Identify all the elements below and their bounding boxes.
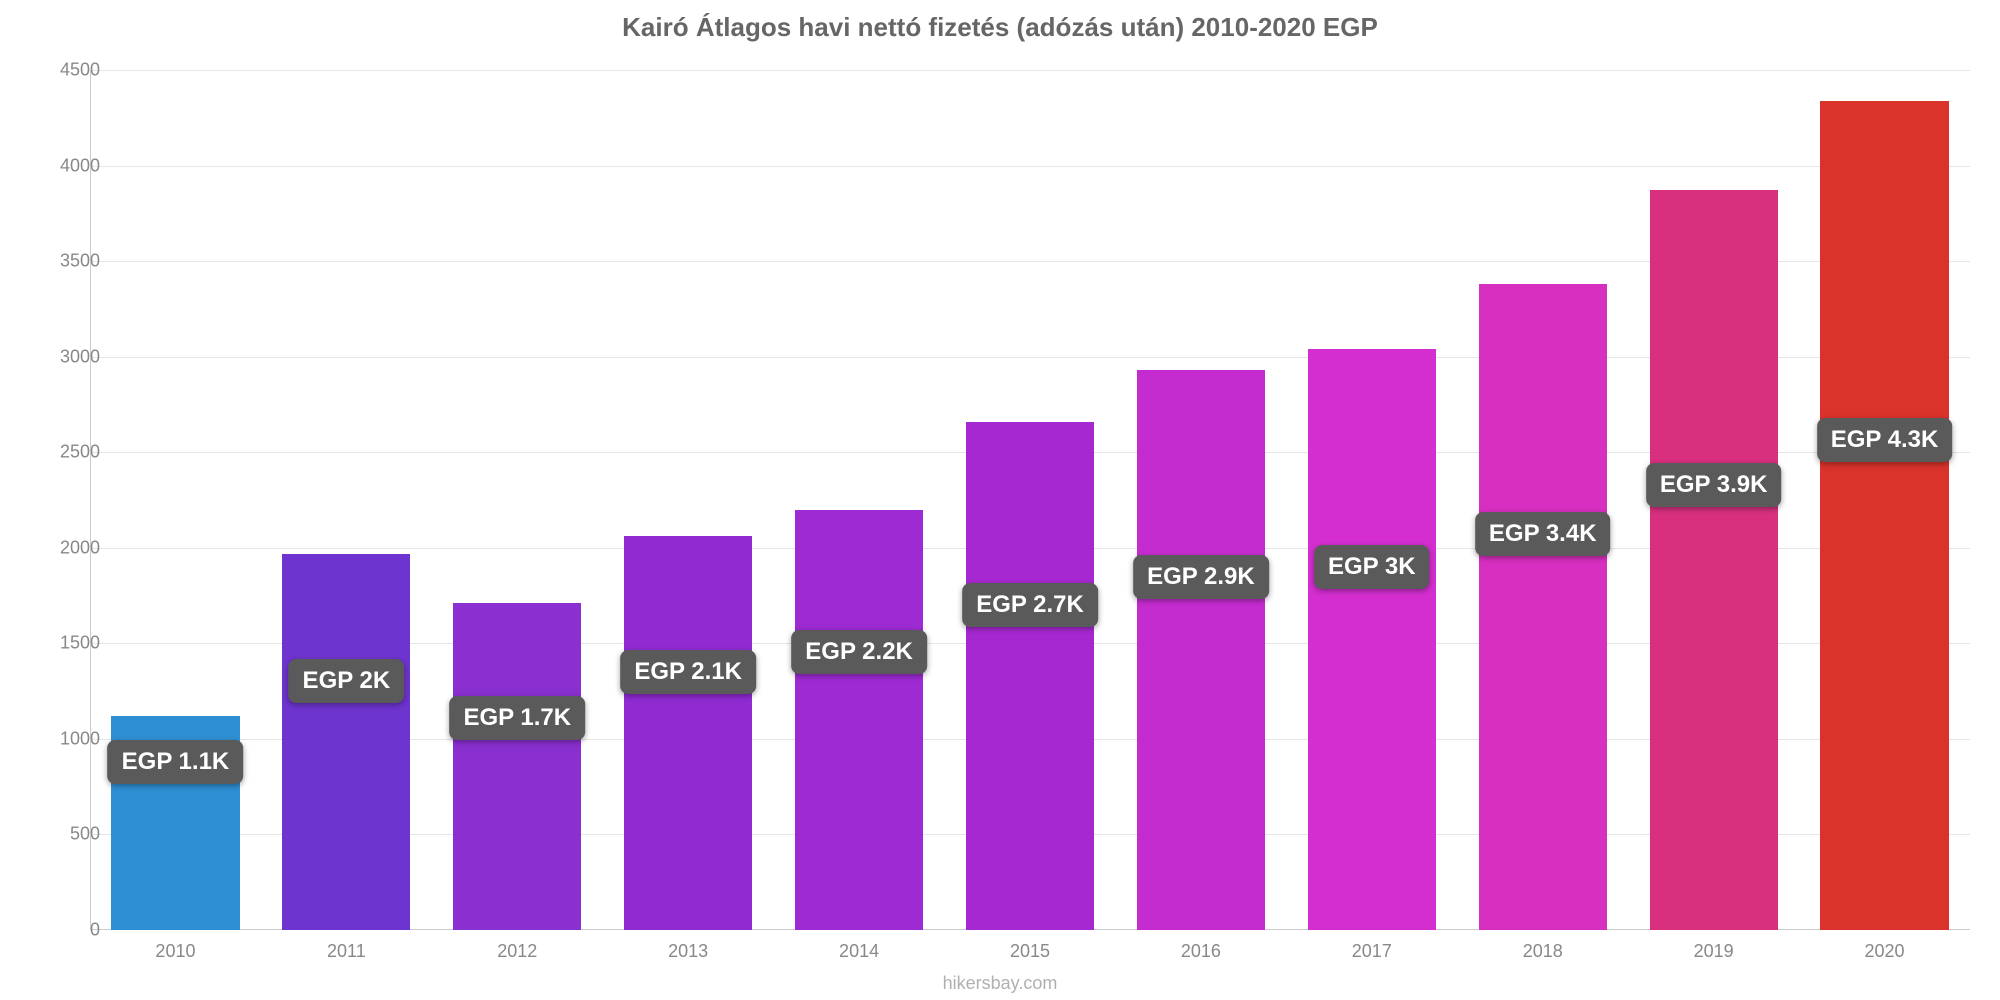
data-label: EGP 2.1K xyxy=(620,650,756,694)
y-tick-label: 0 xyxy=(20,920,100,941)
bar xyxy=(1479,284,1607,930)
x-tick-label: 2014 xyxy=(839,941,879,962)
x-tick-label: 2020 xyxy=(1865,941,1905,962)
data-label: EGP 1.7K xyxy=(449,696,585,740)
y-tick-label: 500 xyxy=(20,824,100,845)
y-tick-label: 4000 xyxy=(20,155,100,176)
bar xyxy=(795,510,923,930)
x-tick-label: 2011 xyxy=(327,941,366,962)
bar xyxy=(966,422,1094,930)
data-label: EGP 2.2K xyxy=(791,630,927,674)
x-tick-label: 2018 xyxy=(1523,941,1563,962)
x-tick-label: 2015 xyxy=(1010,941,1050,962)
x-tick-label: 2017 xyxy=(1352,941,1392,962)
data-label: EGP 3.4K xyxy=(1475,512,1611,556)
bar xyxy=(624,536,752,930)
data-label: EGP 3K xyxy=(1314,545,1430,589)
bar xyxy=(453,603,581,930)
salary-bar-chart: Kairó Átlagos havi nettó fizetés (adózás… xyxy=(0,0,2000,1000)
y-tick-label: 4500 xyxy=(20,60,100,81)
data-label: EGP 4.3K xyxy=(1817,418,1953,462)
x-tick-label: 2019 xyxy=(1694,941,1734,962)
bar xyxy=(1308,349,1436,930)
bar xyxy=(1820,101,1948,930)
data-label: EGP 1.1K xyxy=(108,740,244,784)
y-tick-label: 1000 xyxy=(20,728,100,749)
x-tick-label: 2013 xyxy=(668,941,708,962)
source-text: hikersbay.com xyxy=(0,973,2000,994)
y-tick-label: 1500 xyxy=(20,633,100,654)
data-label: EGP 2.9K xyxy=(1133,555,1269,599)
y-tick-label: 2000 xyxy=(20,537,100,558)
bar xyxy=(282,554,410,930)
data-label: EGP 2.7K xyxy=(962,583,1098,627)
y-tick-label: 3500 xyxy=(20,251,100,272)
data-label: EGP 3.9K xyxy=(1646,463,1782,507)
bar xyxy=(1137,370,1265,930)
chart-title: Kairó Átlagos havi nettó fizetés (adózás… xyxy=(0,12,2000,43)
y-axis-line xyxy=(90,70,91,930)
y-tick-label: 3000 xyxy=(20,346,100,367)
grid-line xyxy=(90,166,1970,167)
grid-line xyxy=(90,70,1970,71)
bar xyxy=(1650,190,1778,930)
x-tick-label: 2012 xyxy=(497,941,537,962)
y-tick-label: 2500 xyxy=(20,442,100,463)
x-tick-label: 2016 xyxy=(1181,941,1221,962)
data-label: EGP 2K xyxy=(289,659,405,703)
x-tick-label: 2010 xyxy=(155,941,195,962)
